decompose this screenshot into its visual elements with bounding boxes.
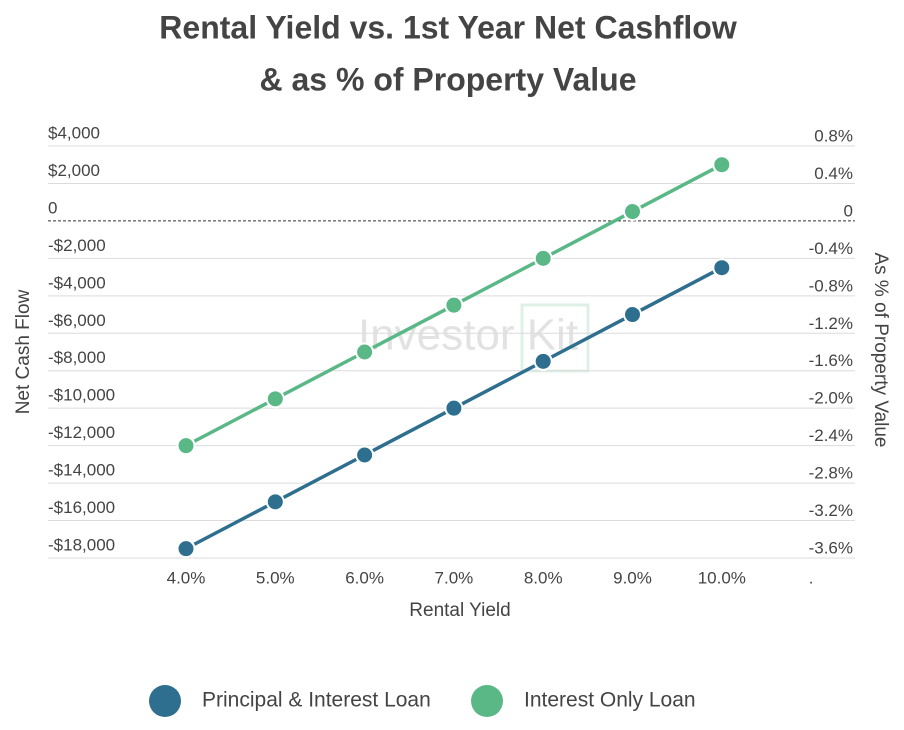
y-tick-label: -$2,000 — [48, 236, 106, 255]
data-point — [623, 202, 642, 222]
y-tick-label: -$14,000 — [48, 461, 115, 480]
data-point — [712, 258, 732, 278]
y2-tick-label: -3.6% — [809, 538, 853, 557]
y-tick-label: -$18,000 — [48, 535, 115, 554]
data-point — [444, 398, 464, 418]
legend-label: Interest Only Loan — [524, 689, 696, 712]
legend-label: Principal & Interest Loan — [202, 689, 431, 712]
data-point — [176, 539, 196, 559]
data-point — [533, 351, 553, 371]
data-point — [265, 389, 285, 409]
y2-tick-label: 0.8% — [814, 126, 853, 145]
chart-title: & as % of Property Value — [259, 61, 636, 97]
y2-tick-label: 0.4% — [814, 164, 853, 183]
y2-tick-label: -0.4% — [809, 239, 853, 258]
x-tick-label: . — [809, 568, 814, 587]
y2-tick-label: -2.4% — [809, 426, 853, 445]
data-point — [355, 342, 375, 362]
y2-tick-label: -2.8% — [809, 464, 853, 483]
y-axis-title: Net Cash Flow — [13, 289, 34, 414]
y-tick-label: -$12,000 — [48, 423, 115, 442]
x-tick-label: 8.0% — [524, 568, 563, 587]
y-tick-label: -$16,000 — [48, 498, 115, 517]
y-tick-label: -$8,000 — [48, 348, 106, 367]
x-tick-label: 9.0% — [613, 568, 652, 587]
y-tick-label: $2,000 — [48, 161, 100, 180]
y2-tick-label: -2.0% — [809, 389, 853, 408]
data-point — [712, 155, 732, 175]
y-tick-label: -$10,000 — [48, 386, 115, 405]
x-tick-label: 10.0% — [698, 568, 746, 587]
y-tick-label: 0 — [48, 198, 57, 217]
x-tick-label: 7.0% — [435, 568, 474, 587]
data-point — [444, 295, 464, 315]
data-point — [176, 436, 196, 456]
y2-tick-label: 0 — [844, 201, 853, 220]
x-axis-title: Rental Yield — [409, 600, 510, 621]
y-tick-label: -$6,000 — [48, 311, 106, 330]
data-point — [623, 305, 642, 325]
y2-tick-label: -3.2% — [809, 501, 853, 520]
legend-marker — [471, 685, 503, 717]
y2-tick-label: -0.8% — [809, 276, 853, 295]
y2-tick-label: -1.2% — [809, 314, 853, 333]
x-tick-label: 6.0% — [345, 568, 384, 587]
data-point — [533, 248, 553, 268]
legend-marker — [149, 685, 181, 717]
y2-tick-label: -1.6% — [809, 351, 853, 370]
x-tick-label: 4.0% — [167, 568, 206, 587]
y-tick-label: $4,000 — [48, 123, 100, 142]
y-tick-label: -$4,000 — [48, 273, 106, 292]
chart-title: Rental Yield vs. 1st Year Net Cashflow — [159, 9, 737, 45]
data-point — [355, 445, 375, 465]
x-tick-label: 5.0% — [256, 568, 295, 587]
y2-axis-title: As % of Property Value — [870, 252, 891, 447]
data-point — [265, 492, 285, 512]
